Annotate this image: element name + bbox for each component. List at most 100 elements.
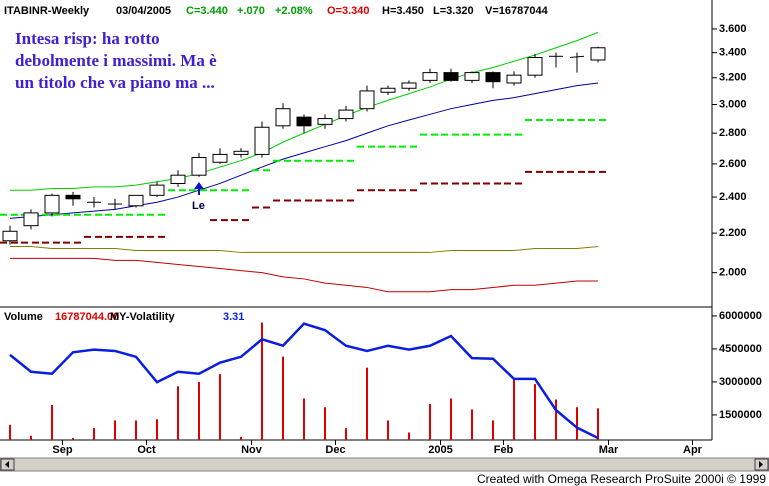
y-tick-label: 1500000 (719, 409, 762, 421)
volume-bar (534, 384, 536, 440)
candle-body (170, 174, 186, 184)
legend-label: MY-Volatility (110, 311, 175, 323)
candle-body (506, 74, 522, 84)
volume-bar (366, 367, 368, 440)
header-change: +.070 (237, 5, 265, 17)
legend-label: Volume (4, 311, 43, 323)
volume-bar (345, 428, 347, 440)
volume-bar (9, 424, 11, 440)
footer: Created with Omega Research ProSuite 200… (477, 472, 766, 486)
legend-readout: 16787044.00 (55, 311, 119, 323)
y-tick-label: 4500000 (719, 343, 762, 355)
y-tick-label: 2.200 (719, 227, 747, 239)
chart-title: ITABINR-Weekly (4, 5, 90, 17)
volume-bar (282, 356, 284, 440)
volume-bar (198, 381, 200, 440)
candle-body (317, 118, 333, 125)
x-tick-label: Feb (494, 444, 514, 456)
candle-body (296, 116, 312, 127)
x-tick-label: Oct (137, 444, 156, 456)
candle-body (569, 55, 585, 59)
scrollbar[interactable] (0, 457, 769, 472)
volume-bar (177, 386, 179, 440)
candle-body (191, 157, 207, 176)
header-open: O=3.340 (327, 5, 370, 17)
legend-readout: 3.31 (223, 311, 244, 323)
candle-body (275, 108, 291, 127)
candle-body (149, 184, 165, 196)
candle-body (422, 72, 438, 81)
scroll-left-arrow (5, 461, 9, 468)
volume-bar (114, 420, 116, 440)
volume-bar (51, 405, 53, 440)
volume-bar (576, 407, 578, 440)
candle-body (233, 150, 249, 155)
volume-bar (261, 322, 263, 440)
candle-body (464, 72, 480, 81)
y-tick-label: 2.800 (719, 127, 747, 139)
y-tick-label: 2.400 (719, 191, 747, 203)
candle-body (65, 194, 81, 200)
volume-bar (30, 435, 32, 440)
indicator-line (10, 246, 599, 253)
indicator-line (10, 257, 598, 293)
annotation: Intesa risp: ha rotto (15, 29, 160, 48)
scroll-right-arrow (759, 461, 763, 468)
volume-bar (471, 409, 473, 440)
header-change-pct: +2.08% (275, 5, 313, 17)
x-tick-label: 2005 (428, 444, 452, 456)
candle-body (443, 72, 459, 81)
volume-bar (219, 374, 221, 440)
volume-bar (156, 419, 158, 440)
candle-body (212, 153, 228, 163)
candle-body (380, 87, 396, 93)
volume-bar (450, 398, 452, 440)
candle-body (2, 230, 18, 242)
x-tick-label: Dec (325, 444, 345, 456)
candle-body (359, 90, 375, 110)
volume-bar (135, 420, 137, 440)
candle-body (44, 194, 60, 214)
volume-bar (597, 408, 599, 440)
volume-bar (72, 438, 74, 440)
indicator-line (10, 31, 599, 191)
y-tick-label: 2.600 (719, 158, 747, 170)
x-tick-label: Mar (599, 444, 619, 456)
y-tick-label: 2.000 (719, 267, 747, 279)
volume-bar (387, 420, 389, 440)
volume-bar (513, 377, 515, 440)
volume-bar (555, 399, 557, 440)
annotation: debolmente i massimi. Ma è (15, 51, 217, 70)
y-tick-label: 3000000 (719, 376, 762, 388)
x-tick-label: Apr (683, 444, 703, 456)
volume-bar (93, 428, 95, 440)
header-low: L=3.320 (433, 5, 474, 17)
candle-body (254, 126, 270, 155)
header-date: 03/04/2005 (116, 5, 171, 17)
annotation: un titolo che va piano ma ... (15, 73, 215, 92)
indicator-line (9, 82, 599, 219)
x-tick-label: Nov (241, 444, 263, 456)
marker-label: Le (192, 200, 205, 212)
x-tick-label: Sep (52, 444, 72, 456)
header-close: C=3.440 (186, 5, 228, 17)
volume-bar (324, 407, 326, 440)
volatility-line (9, 322, 599, 440)
y-tick-label: 3.600 (719, 23, 747, 35)
y-tick-label: 3.000 (719, 98, 747, 110)
header-high: H=3.450 (382, 5, 424, 17)
marker-arrowhead (194, 182, 204, 189)
volume-bar (303, 398, 305, 440)
y-tick-label: 3.400 (719, 47, 747, 59)
candle-body (401, 82, 417, 89)
y-tick-label: 3.200 (719, 72, 747, 84)
volume-bar (492, 420, 494, 440)
volume-bar (429, 403, 431, 440)
candle-body (23, 212, 39, 227)
candle-body (485, 72, 501, 83)
candle-body (128, 194, 144, 207)
y-tick-label: 6000000 (719, 310, 762, 322)
